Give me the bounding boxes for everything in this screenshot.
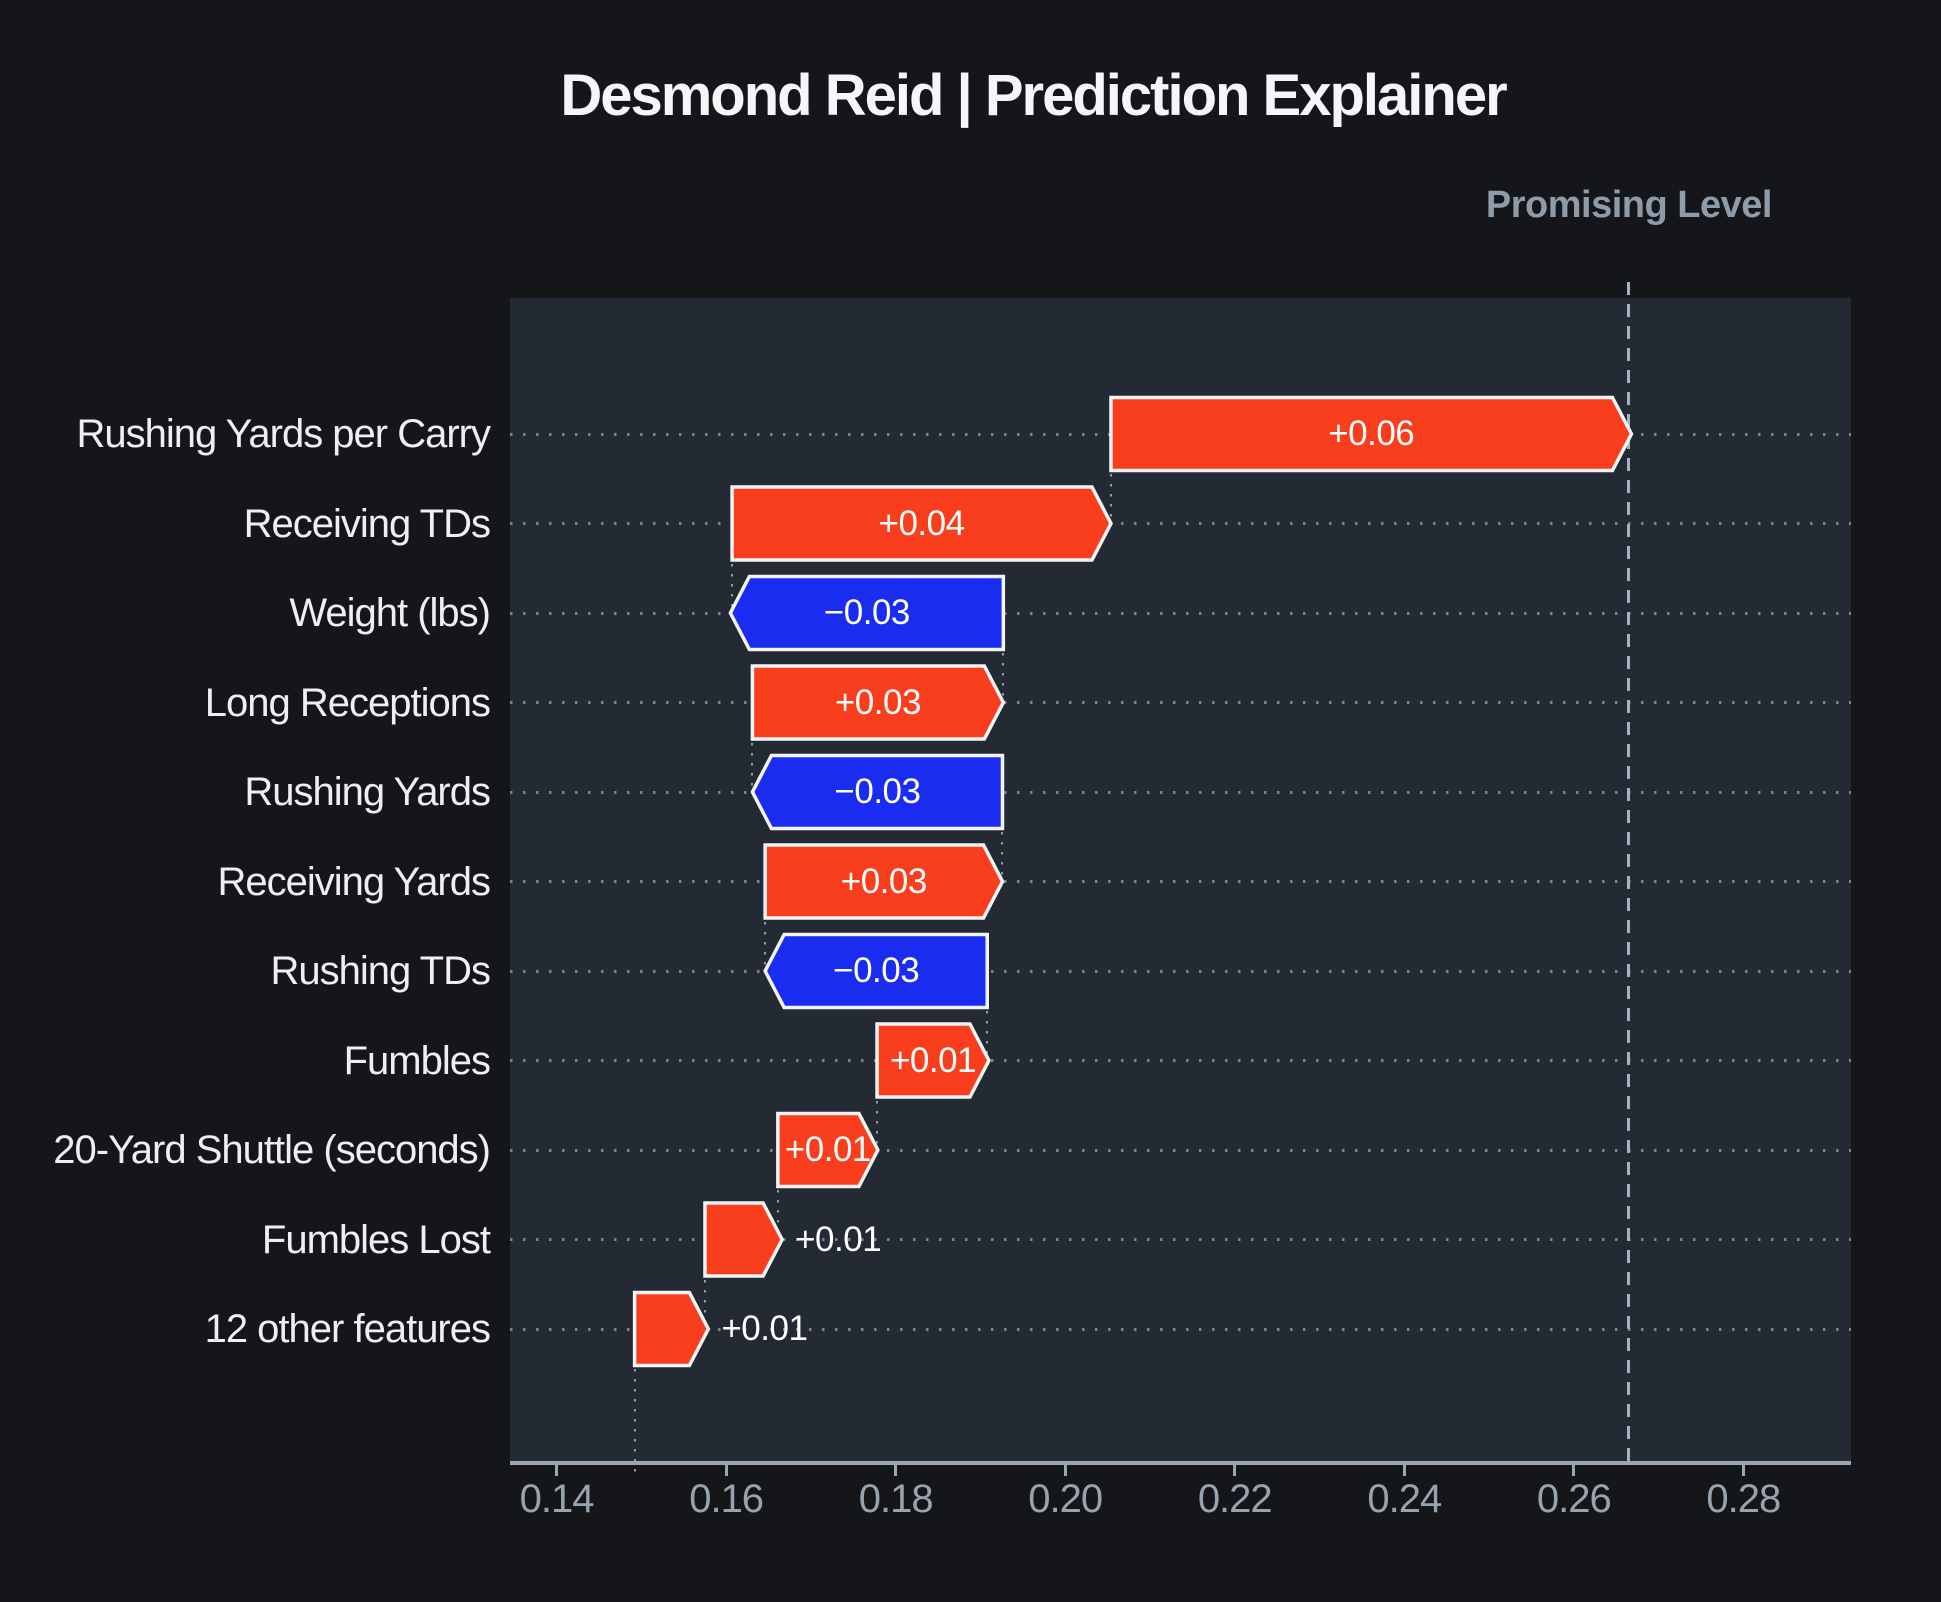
x-axis-line <box>510 1461 1851 1465</box>
feature-label: 20-Yard Shuttle (seconds) <box>53 1128 491 1172</box>
waterfall-connector <box>751 702 754 792</box>
bar-value-label: −0.03 <box>834 772 921 811</box>
bar-value-label: −0.03 <box>823 593 911 632</box>
x-axis-tick <box>555 1465 559 1476</box>
gridline <box>510 522 1851 525</box>
feature-label: Fumbles <box>343 1038 491 1083</box>
bar-value-label: +0.06 <box>1328 414 1415 453</box>
feature-label: Rushing TDs <box>270 949 491 993</box>
feature-label: Rushing Yards per Carry <box>76 412 491 456</box>
reference-line <box>1627 282 1631 1461</box>
positive-contribution-bar <box>750 664 1006 741</box>
bar-value-label: +0.01 <box>721 1309 808 1348</box>
bar-value-label: +0.03 <box>840 861 928 901</box>
x-axis-tick <box>894 1465 898 1476</box>
x-axis-tick-label: 0.28 <box>1706 1477 1781 1521</box>
waterfall-connector <box>633 1329 636 1472</box>
feature-label: Receiving Yards <box>217 859 491 904</box>
waterfall-connector <box>876 1060 879 1150</box>
bar-value-labels-layer: +0.06 +0.04 −0.03 +0.03 −0.03 +0.03 −0.03 +0.01… <box>510 298 1851 1461</box>
gridline <box>510 611 1851 615</box>
gridline <box>510 1148 1851 1152</box>
bar-value-label: −0.03 <box>833 951 920 990</box>
x-axis-tick-label: 0.24 <box>1367 1477 1442 1521</box>
positive-contribution-bar <box>703 1201 785 1278</box>
waterfall-connector <box>731 523 734 613</box>
x-axis-tick-label: 0.20 <box>1028 1477 1103 1521</box>
waterfall-connector <box>986 971 989 1061</box>
waterfall-connector <box>1001 792 1004 882</box>
feature-label: Fumbles Lost <box>261 1217 491 1262</box>
negative-contribution-bar <box>750 753 1005 831</box>
gridline <box>510 701 1851 704</box>
positive-contribution-bar <box>875 1022 991 1099</box>
gridline <box>510 1327 1851 1331</box>
x-axis-tick <box>1402 1465 1406 1476</box>
feature-label: Receiving TDs <box>243 501 491 546</box>
plot-area: +0.06 +0.04 −0.03 +0.03 −0.03 +0.03 −0.03 +0.01… <box>510 298 1851 1472</box>
x-axis-tick <box>1063 1465 1067 1476</box>
positive-contribution-bar <box>730 485 1113 562</box>
positive-contribution-bar <box>776 1111 880 1189</box>
x-axis-tick-label: 0.16 <box>689 1477 764 1521</box>
bar-value-label: +0.03 <box>834 682 922 722</box>
bar-value-label: +0.01 <box>795 1219 882 1259</box>
bar-value-label: +0.01 <box>784 1130 872 1169</box>
gridline <box>510 880 1851 883</box>
waterfall-connector <box>764 881 767 971</box>
feature-label: Long Receptions <box>204 680 491 725</box>
feature-label: Rushing Yards <box>244 770 491 814</box>
x-axis-tick <box>1233 1465 1237 1476</box>
x-axis-tick-label: 0.14 <box>519 1477 595 1521</box>
feature-label: 12 other features <box>204 1307 491 1351</box>
bar-value-label: +0.04 <box>878 503 966 543</box>
x-axis-tick <box>1572 1465 1576 1476</box>
waterfall-connector <box>1002 613 1005 703</box>
positive-contribution-bar <box>632 1290 711 1368</box>
positive-contribution-bar <box>1109 395 1634 473</box>
bar-value-label: +0.01 <box>889 1040 977 1080</box>
chart-title: Desmond Reid | Prediction Explainer <box>560 63 1507 128</box>
bars-layer <box>632 395 1634 1368</box>
gridline <box>510 969 1851 973</box>
gridline <box>510 790 1851 794</box>
x-axis-tick <box>724 1465 728 1476</box>
feature-label: Weight (lbs) <box>289 591 491 635</box>
gridline <box>510 1059 1851 1062</box>
x-axis-tick-label: 0.26 <box>1536 1477 1612 1521</box>
reference-line-label: Promising Level <box>1485 184 1773 226</box>
negative-contribution-bar <box>763 932 989 1010</box>
x-axis-tick-label: 0.18 <box>858 1477 934 1521</box>
negative-contribution-bar <box>728 574 1006 652</box>
waterfall-connector <box>776 1150 779 1240</box>
x-axis-tick-label: 0.22 <box>1197 1477 1273 1521</box>
gridline <box>510 1238 1851 1241</box>
waterfall-connector <box>1109 434 1112 524</box>
positive-contribution-bar <box>763 843 1005 920</box>
x-axis-tick <box>1741 1465 1745 1476</box>
waterfall-connector <box>703 1239 706 1329</box>
